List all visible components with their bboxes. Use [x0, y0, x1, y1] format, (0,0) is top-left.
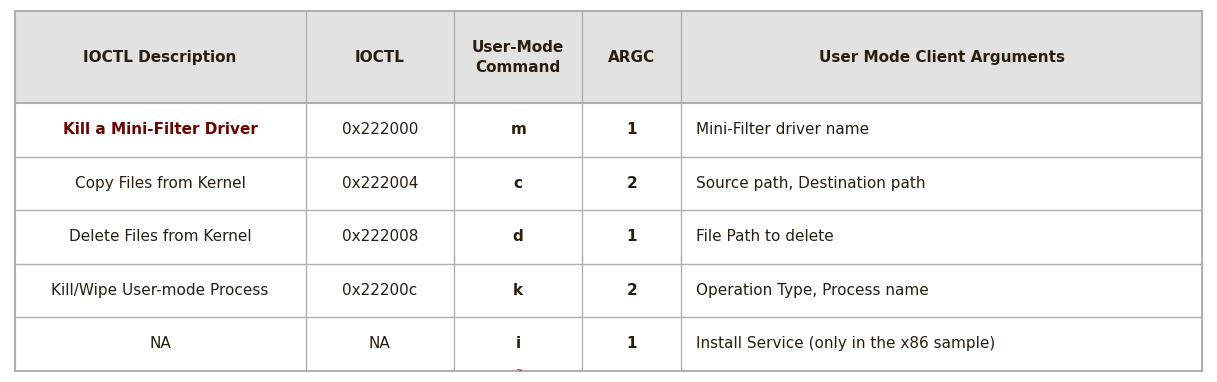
Text: 0x222008: 0x222008 — [342, 229, 417, 244]
Text: 1: 1 — [627, 229, 636, 244]
Text: 0x22200c: 0x22200c — [342, 283, 417, 298]
Bar — [15, 157, 1202, 210]
Text: 2: 2 — [627, 176, 636, 191]
Text: Kill/Wipe User-mode Process: Kill/Wipe User-mode Process — [51, 283, 269, 298]
Text: Mini-Filter driver name: Mini-Filter driver name — [696, 122, 869, 137]
Bar — [15, 210, 1202, 264]
Text: m: m — [510, 122, 526, 137]
Text: Source path, Destination path: Source path, Destination path — [696, 176, 925, 191]
Text: 1: 1 — [627, 122, 636, 137]
Text: 2: 2 — [627, 283, 636, 298]
Text: 0x222004: 0x222004 — [342, 176, 417, 191]
Text: NA: NA — [150, 336, 170, 351]
Text: Delete Files from Kernel: Delete Files from Kernel — [69, 229, 252, 244]
Bar — [15, 264, 1202, 317]
Text: d: d — [512, 229, 523, 244]
Text: IOCTL Description: IOCTL Description — [84, 50, 237, 65]
Text: Install Service (only in the x86 sample): Install Service (only in the x86 sample) — [696, 336, 994, 351]
Text: User-Mode
Command: User-Mode Command — [472, 40, 565, 74]
Text: Operation Type, Process name: Operation Type, Process name — [696, 283, 929, 298]
Text: c: c — [514, 176, 523, 191]
Bar — [15, 11, 1202, 103]
Text: Kill a Mini-Filter Driver: Kill a Mini-Filter Driver — [62, 122, 258, 137]
Text: NA: NA — [369, 336, 391, 351]
Text: 1: 1 — [627, 336, 636, 351]
Text: User Mode Client Arguments: User Mode Client Arguments — [819, 50, 1065, 65]
Text: i: i — [516, 336, 521, 351]
Text: IOCTL: IOCTL — [355, 50, 405, 65]
Text: 0x222000: 0x222000 — [342, 122, 417, 137]
Text: ARGC: ARGC — [608, 50, 655, 65]
Bar — [15, 103, 1202, 157]
Bar — [15, 317, 1202, 371]
Text: ~: ~ — [515, 366, 522, 375]
Text: Copy Files from Kernel: Copy Files from Kernel — [74, 176, 246, 191]
Text: k: k — [514, 283, 523, 298]
Text: File Path to delete: File Path to delete — [696, 229, 834, 244]
